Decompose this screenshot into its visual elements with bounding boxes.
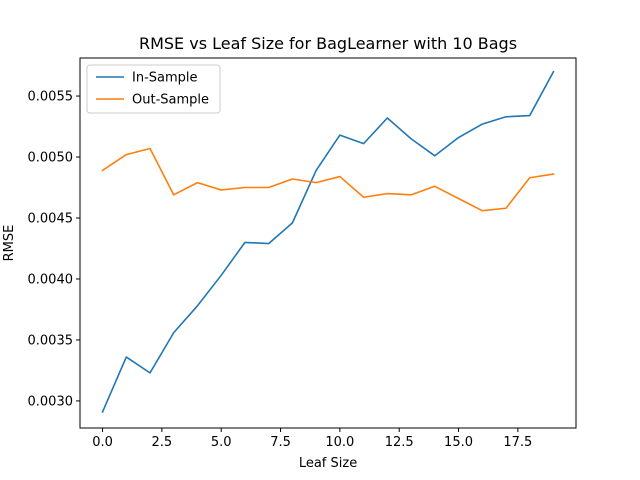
data-point (481, 123, 483, 125)
data-point (529, 115, 531, 117)
data-point (197, 305, 199, 307)
data-point (220, 189, 222, 191)
data-point (410, 194, 412, 196)
x-tick-label: 7.5 (270, 435, 291, 450)
data-point (481, 210, 483, 212)
data-point (125, 154, 127, 156)
data-point (268, 187, 270, 189)
plot-frame (79, 57, 577, 429)
data-point (244, 187, 246, 189)
x-tick-label: 17.5 (503, 435, 532, 450)
data-point (339, 176, 341, 178)
data-point (102, 170, 104, 172)
data-point (292, 222, 294, 224)
data-point (173, 194, 175, 196)
data-point (387, 117, 389, 119)
y-tick-label: 0.0030 (28, 394, 74, 409)
data-point (173, 332, 175, 334)
y-axis-label: RMSE (2, 225, 17, 262)
series-layer (101, 70, 555, 413)
data-point (505, 116, 507, 118)
y-tick-label: 0.0050 (28, 151, 74, 166)
data-point (315, 170, 317, 172)
axes-layer: 0.0 2.5 5.0 7.5 10.0 12.5 15.0 17.5 0.0030 0.0035… (28, 90, 533, 450)
data-point (197, 182, 199, 184)
data-point (149, 148, 151, 150)
y-tick-label: 0.0055 (28, 90, 74, 105)
x-tick-label: 10.0 (325, 435, 354, 450)
data-point (434, 185, 436, 187)
series-line-out-sample (101, 147, 555, 212)
data-point (505, 207, 507, 209)
series-line-in-sample (101, 70, 555, 413)
data-point (363, 143, 365, 145)
data-point (410, 138, 412, 140)
chart-title: RMSE vs Leaf Size for BagLearner with 10… (139, 34, 517, 53)
x-tick-label: 0.0 (92, 435, 113, 450)
data-point (553, 173, 555, 175)
y-tick-label: 0.0035 (28, 333, 74, 348)
data-point (363, 196, 365, 198)
legend-label: In-Sample (132, 71, 198, 86)
x-tick-label: 5.0 (211, 435, 232, 450)
x-tick-label: 12.5 (385, 435, 414, 450)
data-point (125, 356, 127, 358)
data-point (292, 178, 294, 180)
data-point (220, 275, 222, 277)
data-point (149, 372, 151, 374)
data-point (244, 242, 246, 244)
x-tick-label: 2.5 (152, 435, 173, 450)
data-point (315, 182, 317, 184)
data-point (458, 137, 460, 139)
y-tick-label: 0.0040 (28, 272, 74, 287)
data-point (434, 155, 436, 157)
data-point (102, 411, 104, 413)
legend: In-Sample Out-Sample (86, 64, 221, 114)
x-tick-label: 15.0 (444, 435, 473, 450)
plot-area (80, 58, 576, 428)
y-tick-label: 0.0045 (28, 212, 74, 227)
data-point (339, 134, 341, 136)
data-point (387, 193, 389, 195)
data-point (529, 177, 531, 179)
data-point (553, 71, 555, 73)
x-axis-label: Leaf Size (299, 456, 357, 471)
legend-label: Out-Sample (132, 93, 209, 108)
data-point (268, 243, 270, 245)
data-point (458, 198, 460, 200)
